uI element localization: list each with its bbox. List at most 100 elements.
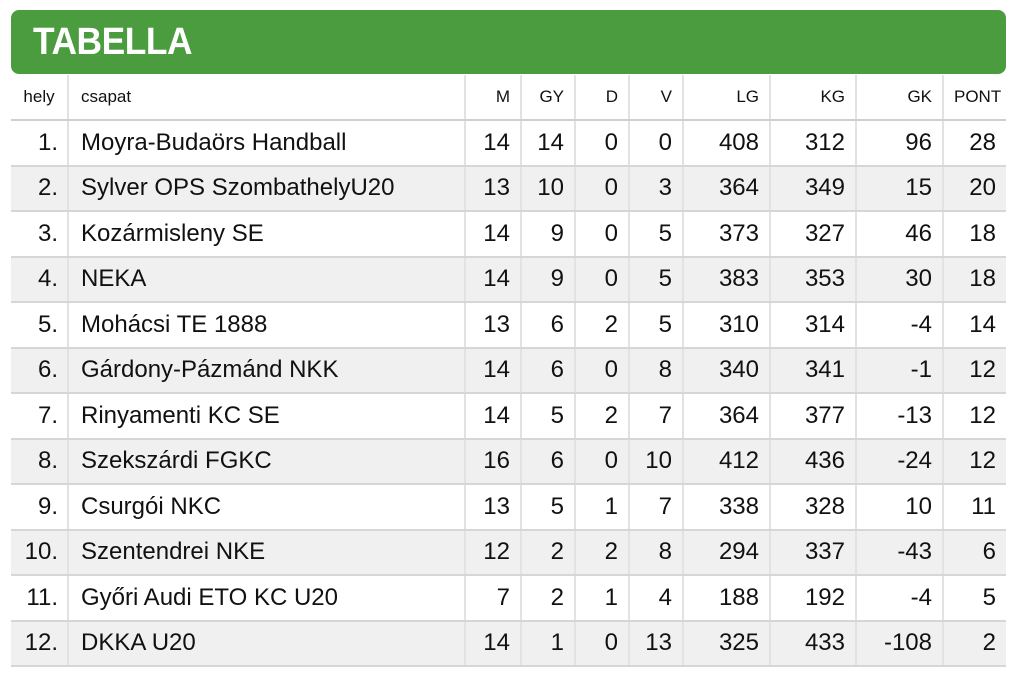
col-header-hely: hely	[11, 75, 68, 121]
team-cell: Csurgói NKC	[67, 484, 465, 531]
standings-widget: TABELLA hely csapat M GY D V LG KG	[11, 10, 1006, 667]
rank-cell: 4.	[11, 256, 68, 303]
table-row: 5. Mohácsi TE 1888 13 6 2 5 310 314 -4 1…	[11, 302, 1006, 349]
table-row: 4. NEKA 14 9 0 5 383 353 30 18	[11, 256, 1006, 303]
team-cell: Győri Audi ETO KC U20	[67, 575, 465, 622]
goal-diff-cell: 46	[855, 211, 943, 258]
goals-for-cell: 408	[682, 120, 770, 167]
draws-cell: 0	[574, 211, 629, 258]
table-header: hely csapat M GY D V LG KG GK PONT	[11, 75, 1006, 121]
rank-cell: 1.	[11, 120, 68, 167]
wins-cell: 1	[520, 620, 575, 667]
losses-cell: 10	[628, 438, 683, 485]
matches-cell: 13	[464, 302, 521, 349]
goals-for-cell: 188	[682, 575, 770, 622]
col-header-v: V	[628, 75, 683, 121]
goals-for-cell: 373	[682, 211, 770, 258]
goal-diff-cell: 10	[855, 484, 943, 531]
matches-cell: 14	[464, 393, 521, 440]
losses-cell: 7	[628, 484, 683, 531]
col-header-csapat: csapat	[67, 75, 465, 121]
page-title: TABELLA	[33, 20, 193, 63]
goals-against-cell: 328	[769, 484, 856, 531]
draws-cell: 2	[574, 393, 629, 440]
goals-against-cell: 349	[769, 165, 856, 212]
goals-against-cell: 433	[769, 620, 856, 667]
rank-cell: 5.	[11, 302, 68, 349]
table-row: 11. Győri Audi ETO KC U20 7 2 1 4 188 19…	[11, 575, 1006, 622]
col-header-lg: LG	[682, 75, 770, 121]
wins-cell: 5	[520, 393, 575, 440]
col-header-gk: GK	[855, 75, 943, 121]
rank-cell: 6.	[11, 347, 68, 394]
goal-diff-cell: -4	[855, 302, 943, 349]
points-cell: 20	[942, 165, 1006, 212]
team-cell: Szentendrei NKE	[67, 529, 465, 576]
table-row: 2. Sylver OPS SzombathelyU20 13 10 0 3 3…	[11, 165, 1006, 212]
points-cell: 12	[942, 347, 1006, 394]
table-row: 1. Moyra-Budaörs Handball 14 14 0 0 408 …	[11, 120, 1006, 167]
draws-cell: 1	[574, 484, 629, 531]
goal-diff-cell: 30	[855, 256, 943, 303]
team-cell: Mohácsi TE 1888	[67, 302, 465, 349]
goal-diff-cell: -4	[855, 575, 943, 622]
goals-for-cell: 294	[682, 529, 770, 576]
losses-cell: 8	[628, 529, 683, 576]
matches-cell: 14	[464, 120, 521, 167]
points-cell: 12	[942, 393, 1006, 440]
losses-cell: 8	[628, 347, 683, 394]
goal-diff-cell: 96	[855, 120, 943, 167]
team-cell: Rinyamenti KC SE	[67, 393, 465, 440]
draws-cell: 2	[574, 302, 629, 349]
draws-cell: 0	[574, 347, 629, 394]
title-bar: TABELLA	[11, 10, 1006, 74]
goals-against-cell: 312	[769, 120, 856, 167]
points-cell: 28	[942, 120, 1006, 167]
draws-cell: 0	[574, 438, 629, 485]
col-header-m: M	[464, 75, 521, 121]
rank-cell: 7.	[11, 393, 68, 440]
draws-cell: 0	[574, 256, 629, 303]
wins-cell: 2	[520, 529, 575, 576]
rank-cell: 11.	[11, 575, 68, 622]
points-cell: 5	[942, 575, 1006, 622]
goal-diff-cell: -43	[855, 529, 943, 576]
header-row: hely csapat M GY D V LG KG GK PONT	[11, 75, 1006, 121]
wins-cell: 9	[520, 211, 575, 258]
goals-for-cell: 340	[682, 347, 770, 394]
standings-table: hely csapat M GY D V LG KG GK PONT 1. Mo…	[11, 75, 1006, 667]
goals-against-cell: 436	[769, 438, 856, 485]
wins-cell: 9	[520, 256, 575, 303]
wins-cell: 2	[520, 575, 575, 622]
matches-cell: 16	[464, 438, 521, 485]
wins-cell: 6	[520, 302, 575, 349]
wins-cell: 14	[520, 120, 575, 167]
goals-for-cell: 364	[682, 393, 770, 440]
matches-cell: 13	[464, 484, 521, 531]
losses-cell: 3	[628, 165, 683, 212]
losses-cell: 5	[628, 256, 683, 303]
table-row: 9. Csurgói NKC 13 5 1 7 338 328 10 11	[11, 484, 1006, 531]
team-cell: Kozármisleny SE	[67, 211, 465, 258]
losses-cell: 5	[628, 211, 683, 258]
matches-cell: 14	[464, 211, 521, 258]
table-row: 8. Szekszárdi FGKC 16 6 0 10 412 436 -24…	[11, 438, 1006, 485]
goal-diff-cell: -108	[855, 620, 943, 667]
points-cell: 11	[942, 484, 1006, 531]
wins-cell: 10	[520, 165, 575, 212]
goal-diff-cell: -13	[855, 393, 943, 440]
rank-cell: 9.	[11, 484, 68, 531]
col-header-kg: KG	[769, 75, 856, 121]
losses-cell: 7	[628, 393, 683, 440]
goals-for-cell: 412	[682, 438, 770, 485]
points-cell: 18	[942, 256, 1006, 303]
matches-cell: 14	[464, 620, 521, 667]
points-cell: 14	[942, 302, 1006, 349]
goals-for-cell: 364	[682, 165, 770, 212]
table-body: 1. Moyra-Budaörs Handball 14 14 0 0 408 …	[11, 120, 1006, 667]
team-cell: Moyra-Budaörs Handball	[67, 120, 465, 167]
points-cell: 18	[942, 211, 1006, 258]
matches-cell: 13	[464, 165, 521, 212]
team-cell: NEKA	[67, 256, 465, 303]
table-row: 6. Gárdony-Pázmánd NKK 14 6 0 8 340 341 …	[11, 347, 1006, 394]
